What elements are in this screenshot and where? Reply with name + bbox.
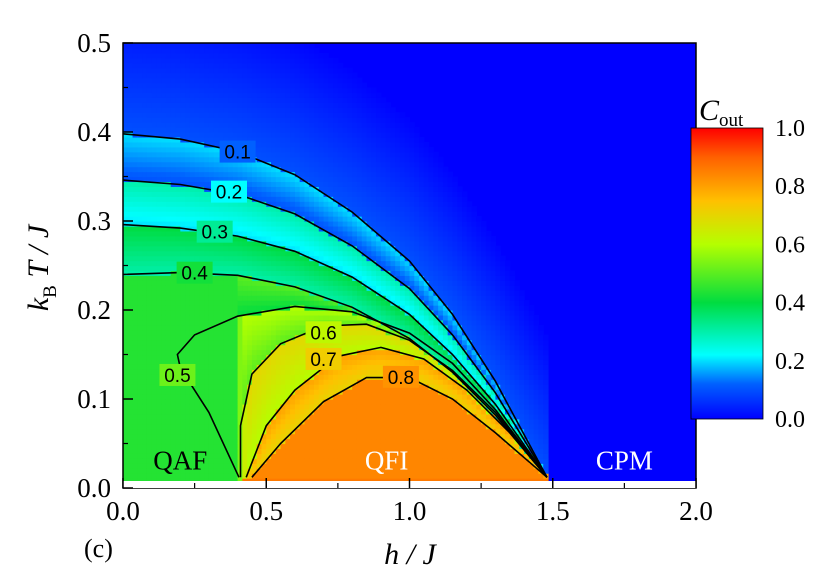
colorbar-tick-label: 0.0 xyxy=(775,407,805,433)
y-tick-label: 0.1 xyxy=(77,384,111,414)
colorbar-tick-label: 0.2 xyxy=(775,349,805,375)
contour-label-bg-0.5 xyxy=(159,363,196,386)
contour-lines xyxy=(123,133,548,478)
y-axis-title-k: k xyxy=(22,297,55,311)
contour-label-0.3: 0.3 xyxy=(201,223,227,244)
y-tick-label: 0.3 xyxy=(77,206,111,236)
contour-label-0.1: 0.1 xyxy=(224,143,250,164)
colorbar-title: Cout xyxy=(699,94,744,131)
contour-line-0.7 xyxy=(245,346,548,478)
y-tick-label: 0.5 xyxy=(77,28,111,58)
x-tick-label: 1.0 xyxy=(393,496,427,526)
colorbar-tick-label: 0.4 xyxy=(775,291,805,317)
y-axis-ticks: 0.0 0.1 0.2 0.3 0.4 0.5 xyxy=(77,28,133,503)
colorbar-tick-label: 1.0 xyxy=(775,116,805,142)
colorbar-title-sub: out xyxy=(719,110,744,131)
region-labels: QAF QFI CPM xyxy=(153,445,653,475)
colorbar xyxy=(690,127,764,420)
x-tick-label: 2.0 xyxy=(679,496,713,526)
y-axis-title-rest: T / J xyxy=(22,223,55,285)
region-label-qaf: QAF xyxy=(153,445,207,475)
colorbar-title-main: C xyxy=(699,94,720,127)
contour-label-bg-0.7 xyxy=(305,347,342,370)
colorbar-ticks: 0.0 0.2 0.4 0.6 0.8 1.0 xyxy=(775,116,805,433)
contour-label-bg-0.3 xyxy=(196,220,233,243)
contour-line-0.1 xyxy=(123,133,548,478)
y-axis-title-sub: B xyxy=(40,285,61,298)
region-label-cpm: CPM xyxy=(596,445,653,475)
contour-label-0.8: 0.8 xyxy=(388,368,414,389)
contour-label-0.5: 0.5 xyxy=(164,366,190,387)
panel-label: (c) xyxy=(84,534,113,563)
contour-label-bg-0.8 xyxy=(382,365,419,388)
x-tick-label: 0.5 xyxy=(249,496,283,526)
contour-label-bg-0.4 xyxy=(176,261,213,284)
colorbar-tick-label: 0.6 xyxy=(775,232,805,258)
contour-label-bg-0.1 xyxy=(219,140,256,163)
x-tick-label: 1.5 xyxy=(536,496,570,526)
heatmap-field xyxy=(123,43,696,481)
region-label-qfi: QFI xyxy=(365,445,409,475)
x-axis-ticks: 0.0 0.5 1.0 1.5 2.0 xyxy=(106,478,713,526)
contour-label-0.7: 0.7 xyxy=(310,350,336,371)
y-axis-title: kB T / J xyxy=(22,223,61,311)
y-tick-label: 0.4 xyxy=(77,117,111,147)
contour-line-0.2 xyxy=(123,179,548,478)
contour-line-0.6 xyxy=(239,323,548,478)
contour-label-0.4: 0.4 xyxy=(181,264,208,285)
x-tick-label: 0.0 xyxy=(106,496,140,526)
x-axis-title: h / J xyxy=(384,538,437,571)
colorbar-tick-label: 0.8 xyxy=(775,174,805,200)
contour-labels: 0.1 0.2 0.3 0.4 0.5 0.6 0.7 0.8 xyxy=(159,140,419,389)
contour-label-bg-0.6 xyxy=(305,321,342,344)
contour-label-0.6: 0.6 xyxy=(310,323,336,344)
contour-label-bg-0.2 xyxy=(211,180,248,203)
y-tick-label: 0.0 xyxy=(77,473,111,503)
y-tick-label: 0.2 xyxy=(77,295,111,325)
contour-label-0.2: 0.2 xyxy=(216,183,242,204)
